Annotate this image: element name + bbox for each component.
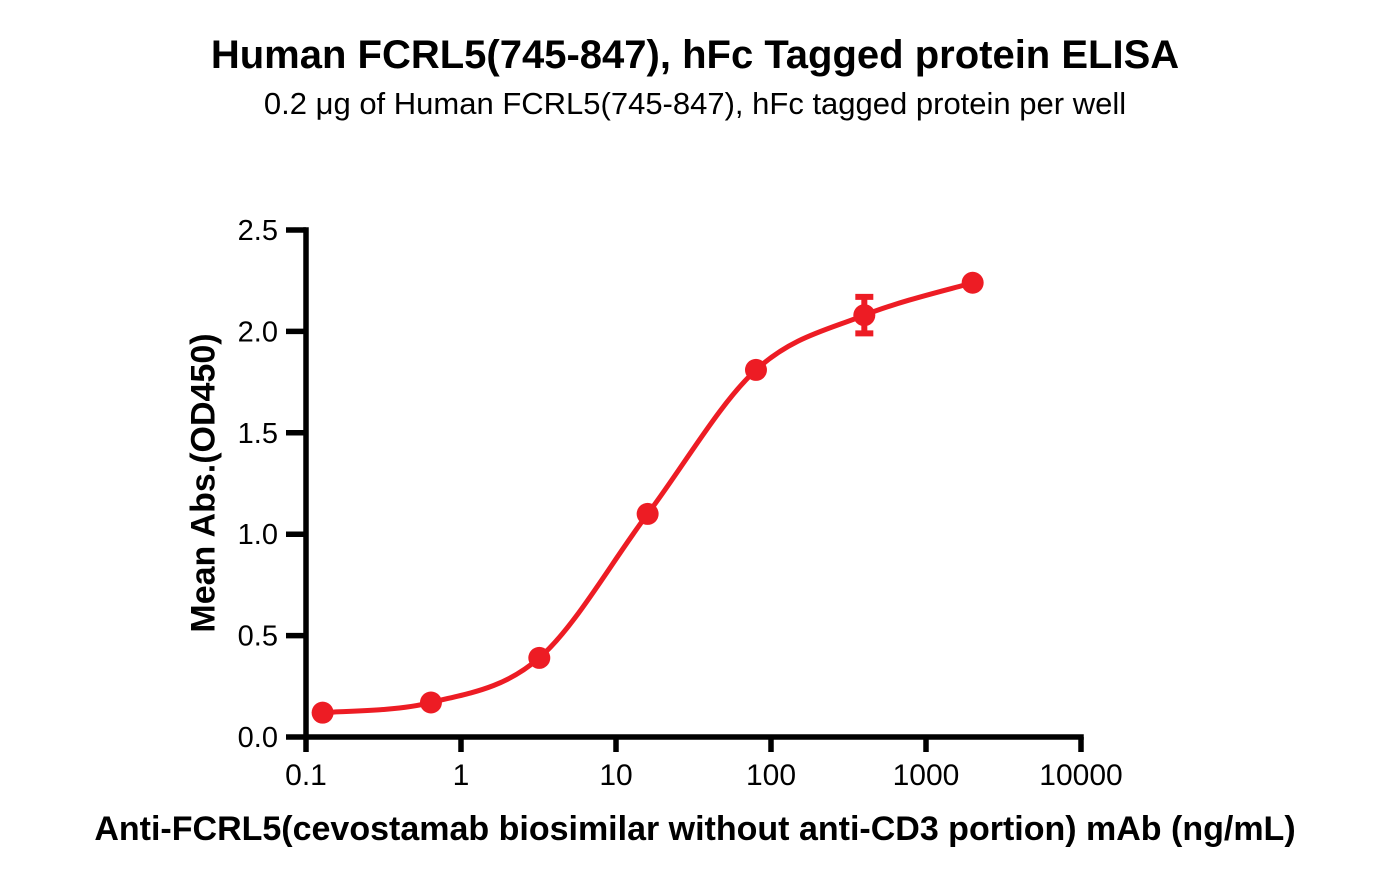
data-point (961, 271, 984, 294)
chart-title: Human FCRL5(745-847), hFc Tagged protein… (210, 33, 1180, 77)
data-point (636, 502, 659, 525)
x-tick-label: 100 (746, 759, 796, 792)
y-tick-label: 0.5 (238, 621, 278, 653)
x-tick-label: 10000 (1039, 759, 1122, 792)
y-tick-label: 1.0 (238, 519, 278, 551)
y-tick-label: 2.0 (238, 316, 278, 348)
data-point (311, 701, 334, 724)
series-anti-fcrl5-mab-binding (311, 271, 984, 724)
data-point (853, 304, 876, 327)
data-point (419, 691, 442, 714)
x-axis-label: Anti-FCRL5(cevostamab biosimilar without… (94, 810, 1296, 848)
chart-subtitle: 0.2 μg of Human FCRL5(745-847), hFc tagg… (263, 86, 1127, 121)
x-axis-ticks: 0.1 1 10 100 1000 10000 (285, 737, 1123, 792)
x-tick-label: 1 (453, 759, 470, 792)
y-tick-label: 1.5 (238, 418, 278, 450)
fit-curve (320, 280, 976, 716)
y-tick-label: 2.5 (238, 215, 278, 247)
x-tick-label: 0.1 (285, 759, 327, 792)
data-point (744, 358, 767, 381)
data-point (528, 646, 551, 669)
y-tick-label: 0.0 (238, 722, 278, 754)
axis-lines (303, 227, 1084, 740)
x-tick-label: 1000 (893, 759, 960, 792)
x-tick-label: 10 (599, 759, 632, 792)
y-axis-ticks: 0.0 0.5 1.0 1.5 2.0 2.5 (238, 215, 306, 754)
